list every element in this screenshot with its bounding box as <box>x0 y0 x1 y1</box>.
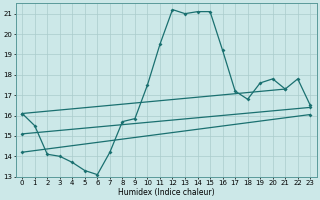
X-axis label: Humidex (Indice chaleur): Humidex (Indice chaleur) <box>118 188 214 197</box>
